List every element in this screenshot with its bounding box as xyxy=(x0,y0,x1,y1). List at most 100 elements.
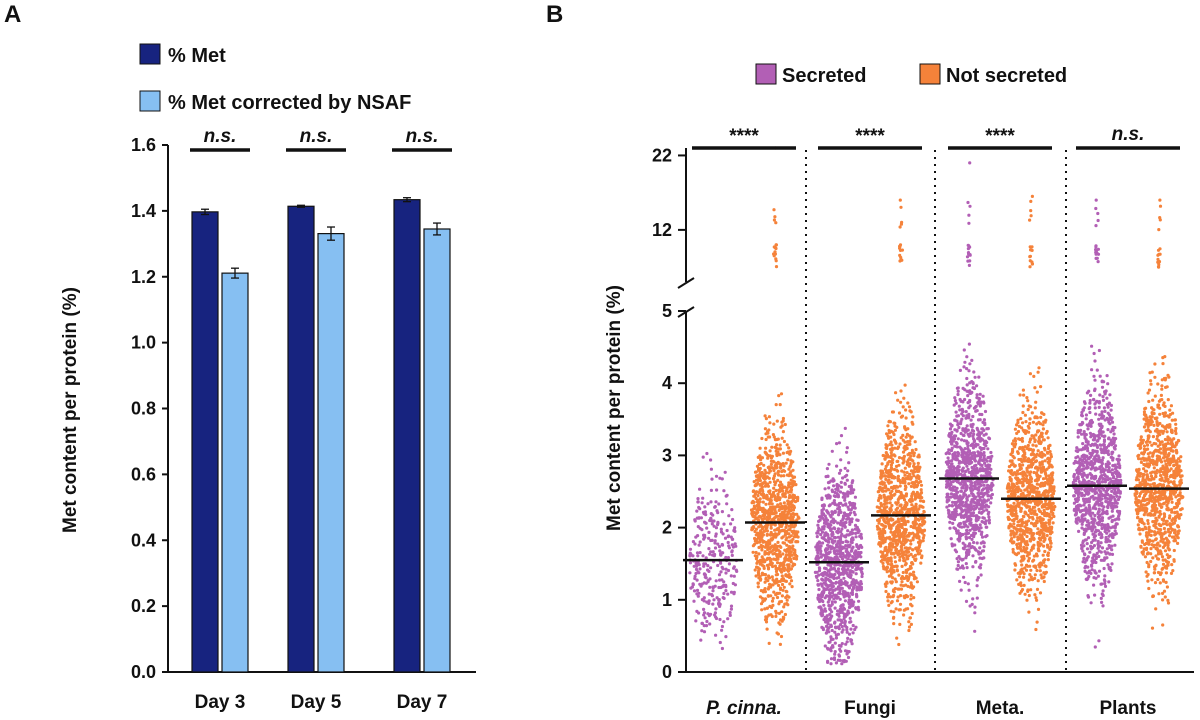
data-point xyxy=(792,551,797,555)
data-point xyxy=(716,523,720,527)
data-point xyxy=(975,584,979,588)
data-point xyxy=(758,595,763,599)
data-point xyxy=(828,648,833,652)
data-point xyxy=(978,458,982,462)
data-point xyxy=(821,613,825,617)
data-point xyxy=(902,534,906,538)
data-point xyxy=(750,528,754,532)
data-point xyxy=(697,516,701,520)
data-point xyxy=(895,489,899,494)
data-point xyxy=(987,521,992,525)
data-point xyxy=(1036,579,1040,583)
data-point xyxy=(756,478,760,482)
data-point xyxy=(884,443,888,447)
data-point xyxy=(973,547,977,551)
data-point xyxy=(840,567,845,571)
data-point xyxy=(725,528,729,533)
data-point xyxy=(852,510,856,514)
data-point xyxy=(788,464,793,468)
data-point xyxy=(819,544,823,548)
data-point xyxy=(834,569,838,573)
data-point xyxy=(826,563,830,567)
data-point xyxy=(893,532,897,536)
data-point xyxy=(771,596,775,600)
data-point xyxy=(989,501,993,505)
data-point xyxy=(976,486,980,491)
data-point xyxy=(892,484,896,489)
data-point xyxy=(974,404,978,408)
data-point xyxy=(837,441,842,445)
data-point xyxy=(974,560,978,564)
data-point xyxy=(982,498,986,502)
data-point xyxy=(1021,421,1025,425)
data-point xyxy=(1031,420,1035,424)
data-point xyxy=(985,508,989,512)
data-point xyxy=(1033,505,1037,509)
data-point xyxy=(887,511,891,515)
data-point xyxy=(971,472,975,476)
data-point xyxy=(902,519,906,523)
data-point xyxy=(981,516,985,520)
data-point xyxy=(947,448,951,452)
data-point xyxy=(837,653,841,657)
data-point xyxy=(852,556,856,560)
data-point xyxy=(860,574,864,579)
data-point xyxy=(782,605,786,609)
data-point xyxy=(775,419,779,423)
data-point xyxy=(824,631,829,635)
data-point xyxy=(842,590,847,595)
data-point xyxy=(831,479,835,483)
data-point xyxy=(964,416,968,420)
data-point xyxy=(946,480,950,484)
data-point xyxy=(945,494,950,499)
data-point xyxy=(855,588,859,592)
data-point xyxy=(779,486,783,490)
data-point xyxy=(1025,396,1029,400)
data-point xyxy=(1023,510,1027,514)
data-point xyxy=(774,449,778,453)
data-point xyxy=(847,611,851,615)
data-point xyxy=(1010,537,1014,541)
data-point xyxy=(906,519,910,524)
data-point xyxy=(854,625,858,629)
data-point xyxy=(946,469,950,473)
data-point xyxy=(887,545,892,549)
data-point xyxy=(901,478,905,482)
data-point xyxy=(720,477,724,481)
data-point xyxy=(962,365,966,369)
data-point xyxy=(979,503,983,507)
data-point xyxy=(855,527,860,531)
data-point xyxy=(696,525,700,529)
data-point xyxy=(1027,505,1031,509)
data-point xyxy=(921,505,925,509)
data-point xyxy=(965,548,969,552)
data-point xyxy=(894,548,898,552)
data-point xyxy=(958,512,963,516)
data-point xyxy=(1017,487,1021,491)
data-point xyxy=(791,508,796,512)
data-point xyxy=(1007,524,1011,529)
data-point xyxy=(1033,573,1037,577)
data-point xyxy=(904,416,908,420)
data-point xyxy=(955,442,959,446)
data-point xyxy=(974,463,978,467)
data-point xyxy=(791,493,795,497)
data-point xyxy=(899,533,903,537)
data-point xyxy=(709,550,713,554)
data-point xyxy=(689,553,693,557)
data-point xyxy=(817,540,821,544)
data-point xyxy=(949,513,953,517)
data-point xyxy=(892,432,896,437)
data-point xyxy=(912,570,916,574)
data-point xyxy=(781,578,785,583)
data-point xyxy=(986,512,990,516)
data-point xyxy=(1012,522,1016,526)
panel-b-y-tick-label: 3 xyxy=(662,445,672,465)
data-point xyxy=(849,627,853,631)
data-point xyxy=(849,532,853,536)
data-point xyxy=(893,454,897,458)
data-point xyxy=(1014,563,1018,567)
data-point xyxy=(791,511,795,516)
data-point xyxy=(902,498,907,502)
data-point xyxy=(838,597,842,601)
